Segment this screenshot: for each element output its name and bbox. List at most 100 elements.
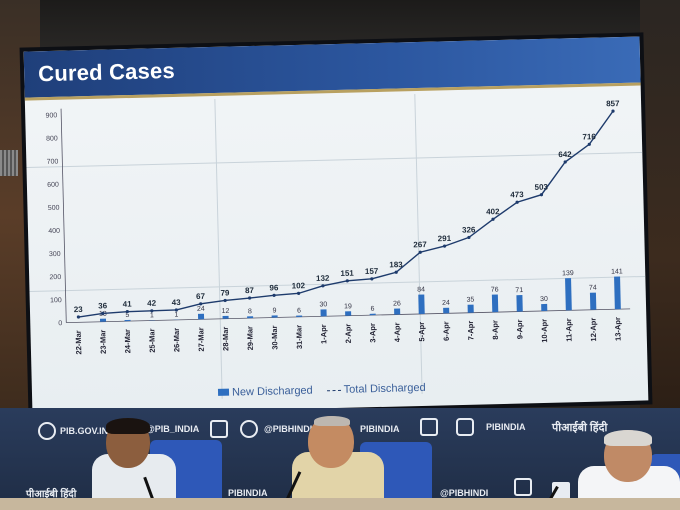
slide-title: Cured Cases <box>37 57 176 87</box>
y-tick-label: 200 <box>49 274 61 281</box>
x-tick-label: 13-Apr <box>613 317 623 341</box>
bar-new-discharged <box>541 303 548 312</box>
x-tick-label: 29-Mar <box>245 326 255 350</box>
line-point <box>248 296 252 300</box>
line-value-label: 157 <box>365 267 379 276</box>
x-tick-label: 6-Apr <box>441 321 450 341</box>
bar-value-label: 74 <box>589 285 597 292</box>
y-tick-label: 100 <box>50 297 62 304</box>
globe-icon <box>38 422 56 440</box>
bar-new-discharged <box>124 319 131 322</box>
line-point <box>174 308 178 312</box>
x-tick-label: 7-Apr <box>466 321 475 341</box>
bar-new-discharged <box>99 318 107 322</box>
line-value-label: 79 <box>220 288 230 297</box>
banner-hindi: पीआईबी हिंदी <box>552 422 608 434</box>
speaker-right-hair <box>604 430 652 446</box>
bar-value-label: 1 <box>174 312 178 319</box>
y-axis <box>60 108 67 323</box>
x-tick-label: 27-Mar <box>196 327 206 351</box>
bar-new-discharged <box>614 276 621 310</box>
x-tick-label: 1-Apr <box>319 324 328 344</box>
line-value-label: 36 <box>98 301 108 310</box>
cured-cases-chart: 0100200300400500600700800900135112412896… <box>26 94 646 399</box>
banner-handle-1: @PIB_INDIA <box>146 424 200 434</box>
line-point <box>587 142 591 146</box>
banner-handle-5: PIBINDIA <box>228 488 268 498</box>
banner-handle-2: @PIBHINDI <box>264 424 313 434</box>
line-value-label: 43 <box>172 298 182 307</box>
bar-value-label: 26 <box>393 300 401 307</box>
line-value-label: 267 <box>413 240 427 249</box>
x-tick-label: 8-Apr <box>490 320 499 340</box>
speaker-center-hair <box>314 416 350 426</box>
emblem-icon-3 <box>514 478 532 496</box>
bar-value-label: 5 <box>125 312 129 319</box>
bar-new-discharged <box>394 308 401 315</box>
line-value-label: 402 <box>486 207 500 216</box>
speaker-left-hair <box>106 418 150 434</box>
x-tick-label: 23-Mar <box>98 330 108 354</box>
line-point <box>563 160 567 164</box>
bar-value-label: 76 <box>491 286 499 293</box>
bar-value-label: 1 <box>150 312 154 319</box>
display-screen-frame: Cured Cases 0 100 200 300 400 500 600 700 800 900… <box>19 32 653 420</box>
line-value-label: 473 <box>510 190 524 199</box>
line-point <box>370 277 374 281</box>
line-point <box>611 109 615 113</box>
line-value-label: 132 <box>316 274 330 283</box>
line-point <box>539 193 544 197</box>
line-point <box>515 200 519 204</box>
x-tick-label: 26-Mar <box>172 328 182 352</box>
x-tick-label: 25-Mar <box>147 328 157 352</box>
legend-new: New Discharged <box>217 385 313 399</box>
line-value-label: 326 <box>462 225 476 234</box>
x-tick-label: 12-Apr <box>589 318 599 342</box>
line-value-label: 716 <box>582 132 596 141</box>
line-point <box>272 293 276 297</box>
line-point <box>101 311 105 316</box>
bar-value-label: 35 <box>466 297 474 304</box>
bar-new-discharged <box>418 294 425 315</box>
line-value-label: 291 <box>438 234 452 243</box>
line-value-label: 96 <box>269 283 279 292</box>
bar-value-label: 12 <box>221 308 229 315</box>
x-tick-label: 2-Apr <box>343 324 352 344</box>
line-total-discharged <box>78 110 614 318</box>
banner-handle-6: @PIBHINDI <box>440 488 489 498</box>
legend-total-label: Total Discharged <box>343 381 426 396</box>
line-point <box>199 302 203 306</box>
tile-divider-v <box>414 94 423 394</box>
bar-new-discharged <box>247 316 254 319</box>
line-point <box>321 284 325 288</box>
desk <box>0 498 680 510</box>
line-point <box>418 250 422 254</box>
line-value-label: 87 <box>245 286 255 295</box>
slide-title-bar: Cured Cases <box>23 36 641 101</box>
banner-hindi-2: पीआईबी हिंदी <box>26 489 77 500</box>
line-value-label: 151 <box>340 269 354 278</box>
bar-value-label: 9 <box>272 307 276 314</box>
bar-swatch-icon <box>217 388 230 396</box>
line-value-label: 67 <box>196 292 206 301</box>
twitter-icon <box>240 420 258 438</box>
tile-divider-h <box>29 275 646 293</box>
bar-new-discharged <box>369 313 376 316</box>
bar-value-label: 84 <box>417 286 425 293</box>
bar-new-discharged <box>271 315 278 318</box>
banner-handle-4: PIBINDIA <box>486 422 526 432</box>
y-tick-label: 700 <box>47 158 59 165</box>
bar-value-label: 141 <box>611 268 623 275</box>
bar-new-discharged <box>467 304 474 313</box>
bar-new-discharged <box>296 315 303 318</box>
line-value-label: 42 <box>147 299 157 308</box>
x-tick-label: 9-Apr <box>515 319 524 339</box>
bar-value-label: 30 <box>540 296 548 303</box>
tile-divider-v <box>214 98 223 399</box>
y-tick-label: 0 <box>58 320 62 327</box>
x-tick-label: 11-Apr <box>564 318 574 342</box>
legend-total: Total Discharged <box>326 381 426 396</box>
display-screen: Cured Cases 0 100 200 300 400 500 600 700 800 900… <box>23 36 649 416</box>
bar-value-label: 24 <box>442 300 450 307</box>
